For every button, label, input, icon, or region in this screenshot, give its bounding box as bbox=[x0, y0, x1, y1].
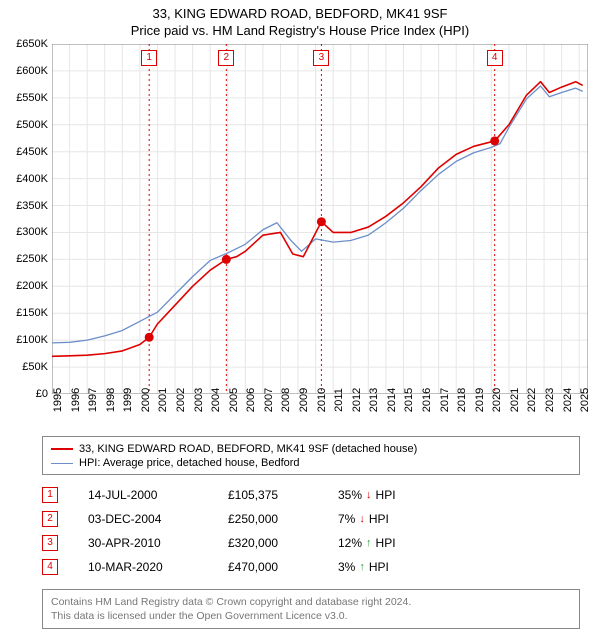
y-tick-label: £350K bbox=[16, 200, 48, 212]
diff-vs-label: HPI bbox=[376, 488, 396, 502]
x-tick-label: 2019 bbox=[474, 388, 486, 412]
diff-percent: 12% bbox=[338, 536, 362, 550]
sale-marker-4: 4 bbox=[487, 50, 503, 66]
diff-percent: 3% bbox=[338, 560, 355, 574]
y-tick-label: £150K bbox=[16, 307, 48, 319]
x-tick-label: 2020 bbox=[491, 388, 503, 412]
transaction-price: £320,000 bbox=[228, 536, 338, 550]
x-tick-label: 2012 bbox=[351, 388, 363, 412]
x-tick-label: 2000 bbox=[140, 388, 152, 412]
footer-line-1: Contains HM Land Registry data © Crown c… bbox=[51, 595, 571, 609]
legend-swatch bbox=[51, 463, 73, 464]
x-tick-label: 2022 bbox=[526, 388, 538, 412]
legend-item: 33, KING EDWARD ROAD, BEDFORD, MK41 9SF … bbox=[51, 442, 571, 456]
x-tick-label: 2001 bbox=[157, 388, 169, 412]
transaction-date: 30-APR-2010 bbox=[88, 536, 228, 550]
transaction-price: £470,000 bbox=[228, 560, 338, 574]
x-tick-label: 2003 bbox=[193, 388, 205, 412]
y-tick-label: £250K bbox=[16, 253, 48, 265]
x-tick-label: 2010 bbox=[316, 388, 328, 412]
legend-label: HPI: Average price, detached house, Bedf… bbox=[79, 457, 300, 469]
x-tick-label: 2017 bbox=[439, 388, 451, 412]
arrow-down-icon: ↓ bbox=[366, 489, 372, 501]
transaction-price: £250,000 bbox=[228, 512, 338, 526]
sale-marker-1: 1 bbox=[141, 50, 157, 66]
x-tick-label: 1997 bbox=[87, 388, 99, 412]
x-tick-label: 2011 bbox=[333, 388, 345, 412]
transaction-diff: 35% ↓ HPI bbox=[338, 488, 396, 502]
y-tick-label: £50K bbox=[22, 361, 48, 373]
y-tick-label: £450K bbox=[16, 146, 48, 158]
legend-label: 33, KING EDWARD ROAD, BEDFORD, MK41 9SF … bbox=[79, 443, 417, 455]
x-tick-label: 2007 bbox=[263, 388, 275, 412]
arrow-up-icon: ↑ bbox=[359, 561, 365, 573]
footer-line-2: This data is licensed under the Open Gov… bbox=[51, 609, 571, 623]
y-tick-label: £300K bbox=[16, 226, 48, 238]
diff-percent: 7% bbox=[338, 512, 355, 526]
sale-marker-2: 2 bbox=[218, 50, 234, 66]
arrow-down-icon: ↓ bbox=[359, 513, 365, 525]
transaction-date: 03-DEC-2004 bbox=[88, 512, 228, 526]
x-tick-label: 2004 bbox=[210, 388, 222, 412]
transaction-row: 2 03-DEC-2004£250,0007% ↓ HPI bbox=[42, 507, 580, 531]
transaction-diff: 3% ↑ HPI bbox=[338, 560, 389, 574]
transaction-marker: 3 bbox=[42, 535, 58, 551]
x-tick-label: 2006 bbox=[245, 388, 257, 412]
x-tick-label: 2021 bbox=[509, 388, 521, 412]
x-tick-label: 2013 bbox=[368, 388, 380, 412]
y-tick-label: £400K bbox=[16, 173, 48, 185]
y-tick-label: £600K bbox=[16, 65, 48, 77]
x-tick-label: 1999 bbox=[122, 388, 134, 412]
legend-swatch bbox=[51, 448, 73, 450]
x-tick-label: 2024 bbox=[562, 388, 574, 412]
transaction-marker: 2 bbox=[42, 511, 58, 527]
x-tick-label: 2008 bbox=[280, 388, 292, 412]
y-tick-label: £200K bbox=[16, 280, 48, 292]
x-tick-label: 2016 bbox=[421, 388, 433, 412]
y-tick-label: £500K bbox=[16, 119, 48, 131]
transaction-date: 10-MAR-2020 bbox=[88, 560, 228, 574]
diff-vs-label: HPI bbox=[376, 536, 396, 550]
chart-subtitle: Price paid vs. HM Land Registry's House … bbox=[0, 21, 600, 44]
x-tick-label: 2002 bbox=[175, 388, 187, 412]
transaction-diff: 12% ↑ HPI bbox=[338, 536, 396, 550]
x-tick-label: 2023 bbox=[544, 388, 556, 412]
transaction-date: 14-JUL-2000 bbox=[88, 488, 228, 502]
x-tick-label: 2005 bbox=[228, 388, 240, 412]
transactions-table: 114-JUL-2000£105,37535%↓HPI203-DEC-2004£… bbox=[42, 483, 580, 579]
x-tick-label: 1995 bbox=[52, 388, 64, 412]
y-tick-label: £0 bbox=[36, 388, 48, 400]
x-tick-label: 2025 bbox=[579, 388, 591, 412]
transaction-row: 3 30-APR-2010£320,00012% ↑ HPI bbox=[42, 531, 580, 555]
transaction-row: 4 10-MAR-2020£470,0003% ↑ HPI bbox=[42, 555, 580, 579]
diff-vs-label: HPI bbox=[369, 512, 389, 526]
arrow-up-icon: ↑ bbox=[366, 537, 372, 549]
y-tick-label: £550K bbox=[16, 92, 48, 104]
diff-percent: 35% bbox=[338, 488, 362, 502]
sale-marker-3: 3 bbox=[313, 50, 329, 66]
x-tick-label: 2014 bbox=[386, 388, 398, 412]
legend-item: HPI: Average price, detached house, Bedf… bbox=[51, 456, 571, 470]
transaction-marker: 4 bbox=[42, 559, 58, 575]
y-tick-label: £100K bbox=[16, 334, 48, 346]
chart-svg bbox=[52, 44, 588, 394]
chart-title: 33, KING EDWARD ROAD, BEDFORD, MK41 9SF bbox=[0, 0, 600, 21]
y-tick-label: £650K bbox=[16, 38, 48, 50]
legend: 33, KING EDWARD ROAD, BEDFORD, MK41 9SF … bbox=[42, 436, 580, 475]
x-tick-label: 2009 bbox=[298, 388, 310, 412]
x-tick-label: 2015 bbox=[403, 388, 415, 412]
transaction-marker: 1 bbox=[42, 487, 58, 503]
x-tick-label: 2018 bbox=[456, 388, 468, 412]
x-tick-label: 1998 bbox=[105, 388, 117, 412]
footer-attribution: Contains HM Land Registry data © Crown c… bbox=[42, 589, 580, 629]
chart-area: £0£50K£100K£150K£200K£250K£300K£350K£400… bbox=[52, 44, 588, 394]
diff-vs-label: HPI bbox=[369, 560, 389, 574]
transaction-diff: 7% ↓ HPI bbox=[338, 512, 389, 526]
transaction-price: £105,375 bbox=[228, 488, 338, 502]
x-tick-label: 1996 bbox=[70, 388, 82, 412]
transaction-row: 1 14-JUL-2000£105,37535% ↓ HPI bbox=[42, 483, 580, 507]
